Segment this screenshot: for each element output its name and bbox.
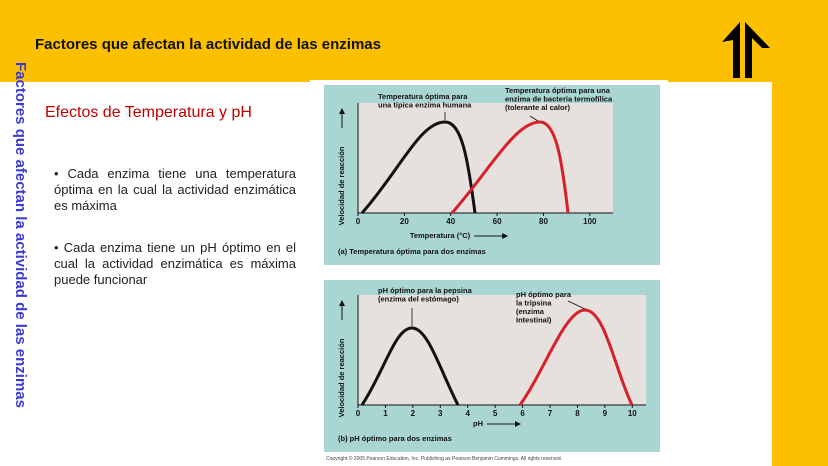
x-tick-label: 4 [465,409,470,418]
figure-caption: (a) Temperatura óptima para dos enzimas [338,247,486,256]
x-arrowhead [515,421,521,427]
annotation: enzima de bacteria termofílica [505,95,613,104]
annotation: (tolerante al calor) [505,103,571,112]
annotation: la tripsina [516,299,552,308]
x-tick-label: 0 [356,409,361,418]
header-band [0,0,828,82]
y-axis-label: Velocidad de reacción [337,146,346,225]
side-title: Factores que afectan la actividad de las… [12,62,29,408]
y-arrowhead [339,300,345,306]
annotation: Temperatura óptima para una [505,86,611,95]
y-axis-label: Velocidad de reacción [337,338,346,417]
logo [722,22,770,78]
x-arrowhead [502,233,509,239]
annotation: Temperatura óptima para [378,92,468,101]
curve [450,120,570,214]
x-tick-label: 5 [493,409,498,418]
annotation: pH óptimo para [516,290,572,299]
x-axis-label: pH [473,419,483,428]
x-axis-label: Temperatura (°C) [410,231,471,240]
pointer [567,300,586,310]
curve [360,120,477,214]
figure-caption: (b) pH óptimo para dos enzimas [338,434,452,443]
x-tick-label: 1 [383,409,388,418]
x-tick-label: 80 [539,217,548,226]
bullet: • Cada enzima tiene una temperatura ópti… [54,166,296,213]
annotation: pH óptimo para la pepsina [378,286,473,295]
x-tick-label: 6 [520,409,525,418]
x-tick-label: 9 [603,409,608,418]
bullet: • Cada enzima tiene un pH óptimo en el c… [54,240,296,287]
plot-area [358,103,613,213]
copyright: Copyright © 2005 Pearson Education, Inc.… [326,455,562,462]
x-tick-label: 2 [411,409,416,418]
annotation: Intestinal) [516,316,552,325]
x-tick-label: 100 [583,217,597,226]
x-tick-label: 20 [400,217,409,226]
x-tick-label: 0 [356,217,361,226]
header-title: Factores que afectan la actividad de las… [35,36,381,53]
x-tick-label: 3 [438,409,443,418]
annotation: (enzima del estómago) [378,295,459,304]
x-tick-label: 8 [575,409,580,418]
x-tick-label: 10 [628,409,637,418]
x-tick-label: 40 [446,217,455,226]
x-tick-label: 7 [548,409,553,418]
annotation: una típica enzima humana [378,101,472,110]
curve [360,326,460,406]
y-arrowhead [339,108,345,114]
plot-area [358,295,646,405]
annotation: (enzima [516,307,545,316]
pointer [529,115,539,122]
curve [518,308,634,406]
side-band [772,0,828,466]
subtitle: Efectos de Temperatura y pH [45,104,252,121]
x-tick-label: 60 [493,217,502,226]
